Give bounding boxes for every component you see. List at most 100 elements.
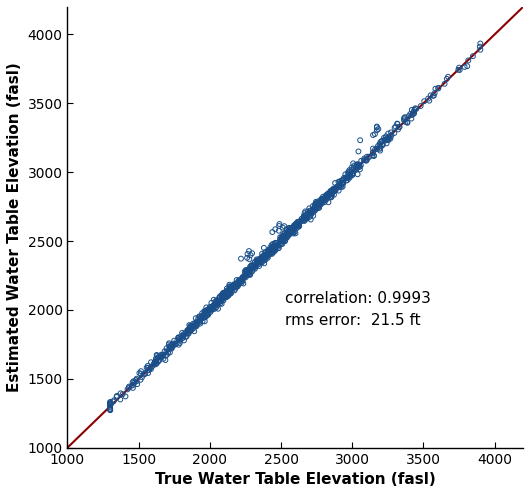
Point — [220, 294, 228, 302]
Point — [302, 213, 311, 221]
Point — [322, 193, 331, 201]
Point — [268, 246, 277, 254]
Point — [208, 304, 216, 312]
Point — [182, 332, 191, 340]
Point — [197, 314, 206, 322]
Point — [179, 331, 188, 339]
Point — [390, 129, 399, 137]
Point — [314, 197, 323, 205]
Point — [226, 287, 235, 294]
Point — [365, 153, 374, 161]
Point — [292, 221, 301, 229]
Point — [226, 285, 234, 293]
Point — [106, 406, 114, 414]
Point — [301, 209, 309, 217]
Point — [169, 342, 177, 350]
Point — [311, 202, 319, 210]
Point — [154, 356, 163, 364]
Point — [330, 185, 339, 193]
Point — [278, 237, 287, 245]
Point — [387, 128, 395, 136]
Point — [300, 217, 308, 225]
Point — [347, 166, 356, 174]
Point — [277, 237, 286, 245]
Point — [251, 262, 260, 270]
Point — [288, 226, 297, 234]
Point — [278, 232, 287, 240]
Point — [373, 145, 381, 153]
Point — [216, 297, 224, 305]
Point — [196, 316, 205, 324]
Point — [312, 200, 321, 207]
Point — [225, 287, 233, 295]
Point — [206, 305, 214, 313]
Point — [293, 222, 301, 230]
Point — [243, 270, 252, 278]
Point — [294, 218, 302, 226]
Point — [229, 282, 238, 289]
Point — [215, 298, 223, 306]
Point — [218, 293, 227, 301]
Point — [145, 366, 153, 374]
Point — [326, 189, 335, 197]
Point — [270, 243, 279, 251]
Point — [192, 320, 200, 328]
Point — [236, 276, 244, 284]
Point — [107, 400, 116, 408]
Point — [155, 353, 163, 361]
Point — [347, 164, 356, 171]
Point — [303, 214, 312, 222]
Point — [376, 142, 385, 150]
Point — [245, 266, 254, 274]
Point — [243, 266, 252, 274]
Point — [190, 328, 198, 335]
Point — [244, 268, 252, 276]
Point — [386, 132, 395, 140]
Point — [118, 390, 127, 398]
Point — [144, 362, 152, 370]
Point — [218, 294, 226, 302]
Point — [313, 202, 322, 209]
Point — [231, 285, 240, 292]
Point — [279, 238, 287, 246]
Point — [250, 261, 259, 269]
Point — [352, 165, 360, 173]
Point — [123, 385, 132, 393]
Point — [213, 301, 221, 309]
Point — [308, 207, 317, 215]
Point — [245, 267, 253, 275]
Point — [204, 311, 213, 319]
Point — [106, 402, 114, 410]
Point — [336, 179, 344, 187]
Point — [209, 296, 218, 304]
Point — [207, 307, 215, 315]
Point — [106, 398, 114, 406]
Point — [357, 162, 365, 169]
Point — [301, 207, 310, 215]
Point — [305, 209, 313, 217]
Point — [171, 340, 180, 348]
Point — [248, 267, 257, 275]
Point — [311, 200, 320, 207]
Point — [279, 236, 288, 244]
Point — [224, 286, 233, 294]
Point — [193, 318, 202, 326]
Point — [243, 270, 251, 278]
Point — [220, 289, 228, 297]
Point — [278, 240, 287, 248]
Point — [162, 348, 171, 356]
Point — [258, 258, 266, 266]
Point — [316, 201, 324, 209]
Point — [289, 228, 298, 236]
Point — [184, 327, 192, 335]
Point — [212, 303, 220, 311]
Point — [218, 289, 227, 297]
Point — [301, 213, 310, 221]
Point — [346, 170, 355, 178]
Point — [286, 224, 294, 232]
Point — [332, 186, 340, 194]
Point — [408, 111, 416, 119]
Point — [233, 279, 241, 287]
Point — [137, 370, 145, 378]
Point — [250, 262, 259, 270]
